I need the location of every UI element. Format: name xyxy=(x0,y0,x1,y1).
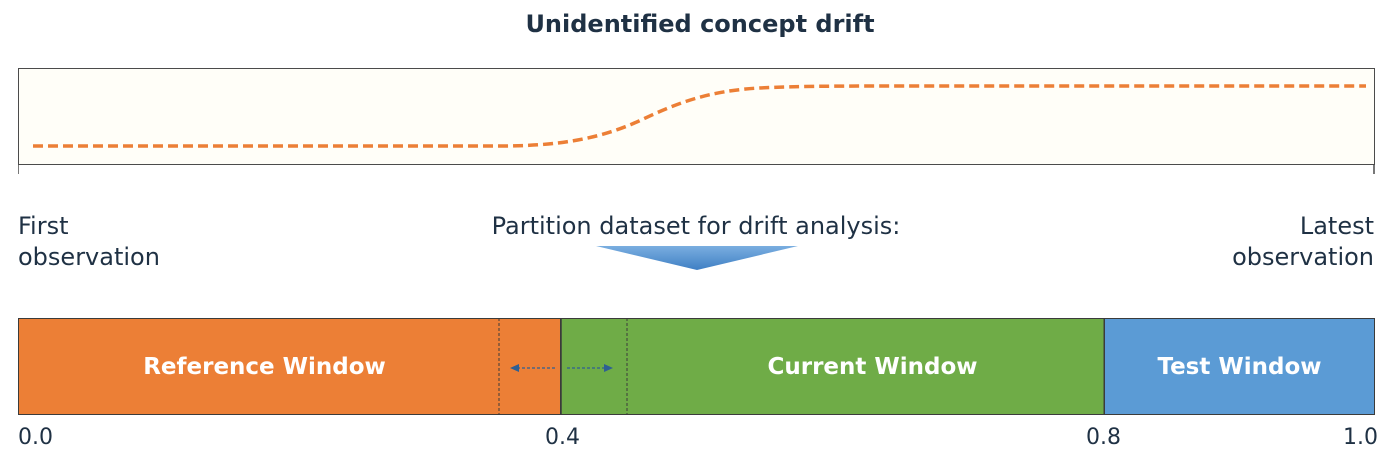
first-observation-line2: observation xyxy=(18,243,160,271)
timeline-axis xyxy=(18,164,1375,174)
window-boundary-overlay xyxy=(498,318,1105,415)
drift-signal-panel xyxy=(18,68,1375,165)
latest-observation-line2: observation xyxy=(1232,243,1374,271)
latest-observation-label: Latest observation xyxy=(1232,211,1374,273)
drift-curve-plot xyxy=(33,84,1366,148)
test-window-label: Test Window xyxy=(1157,353,1322,380)
partition-label: Partition dataset for drift analysis: xyxy=(491,212,901,240)
diagram-title: Unidentified concept drift xyxy=(525,10,875,38)
tick-label-0: 0.0 xyxy=(18,425,53,450)
first-observation-label: First observation xyxy=(18,211,160,273)
tick-label-0-4: 0.4 xyxy=(545,425,580,450)
current-window-label: Current Window xyxy=(767,353,978,380)
reference-window: Reference Window xyxy=(18,318,561,415)
shift-left-arrow-head xyxy=(510,364,519,372)
current-window: Current Window xyxy=(561,318,1104,415)
down-arrow-icon xyxy=(596,246,798,270)
first-observation-line1: First xyxy=(18,212,69,240)
test-window: Test Window xyxy=(1104,318,1375,415)
drift-curve xyxy=(33,84,1366,148)
shift-right-arrow-head xyxy=(604,364,613,372)
tick-label-0-8: 0.8 xyxy=(1086,425,1121,450)
partition-windows: Reference Window Current Window Test Win… xyxy=(18,318,1375,415)
tick-label-1: 1.0 xyxy=(1343,425,1378,450)
reference-window-label: Reference Window xyxy=(143,353,386,380)
latest-observation-line1: Latest xyxy=(1299,212,1374,240)
